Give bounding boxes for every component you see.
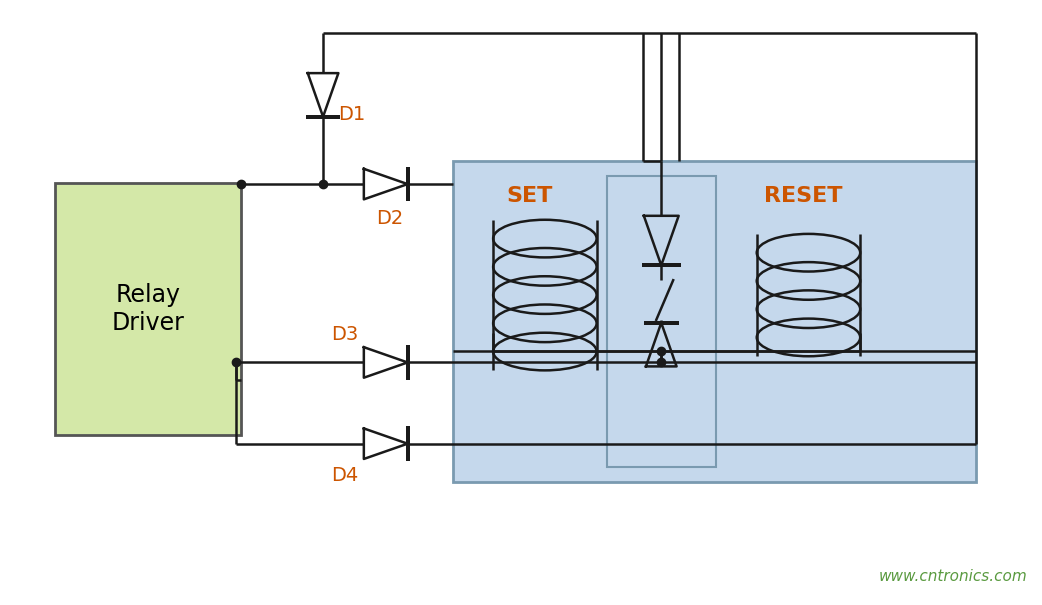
Bar bbox=[54, 183, 242, 435]
Text: www.cntronics.com: www.cntronics.com bbox=[878, 569, 1027, 584]
Text: SET: SET bbox=[506, 186, 553, 206]
Text: D2: D2 bbox=[376, 209, 403, 228]
Bar bbox=[453, 162, 975, 482]
Bar bbox=[606, 176, 716, 468]
Text: RESET: RESET bbox=[764, 186, 843, 206]
Text: D1: D1 bbox=[338, 105, 366, 124]
Text: D4: D4 bbox=[331, 466, 358, 485]
Text: D3: D3 bbox=[331, 325, 358, 344]
Text: Relay
Driver: Relay Driver bbox=[111, 283, 184, 335]
